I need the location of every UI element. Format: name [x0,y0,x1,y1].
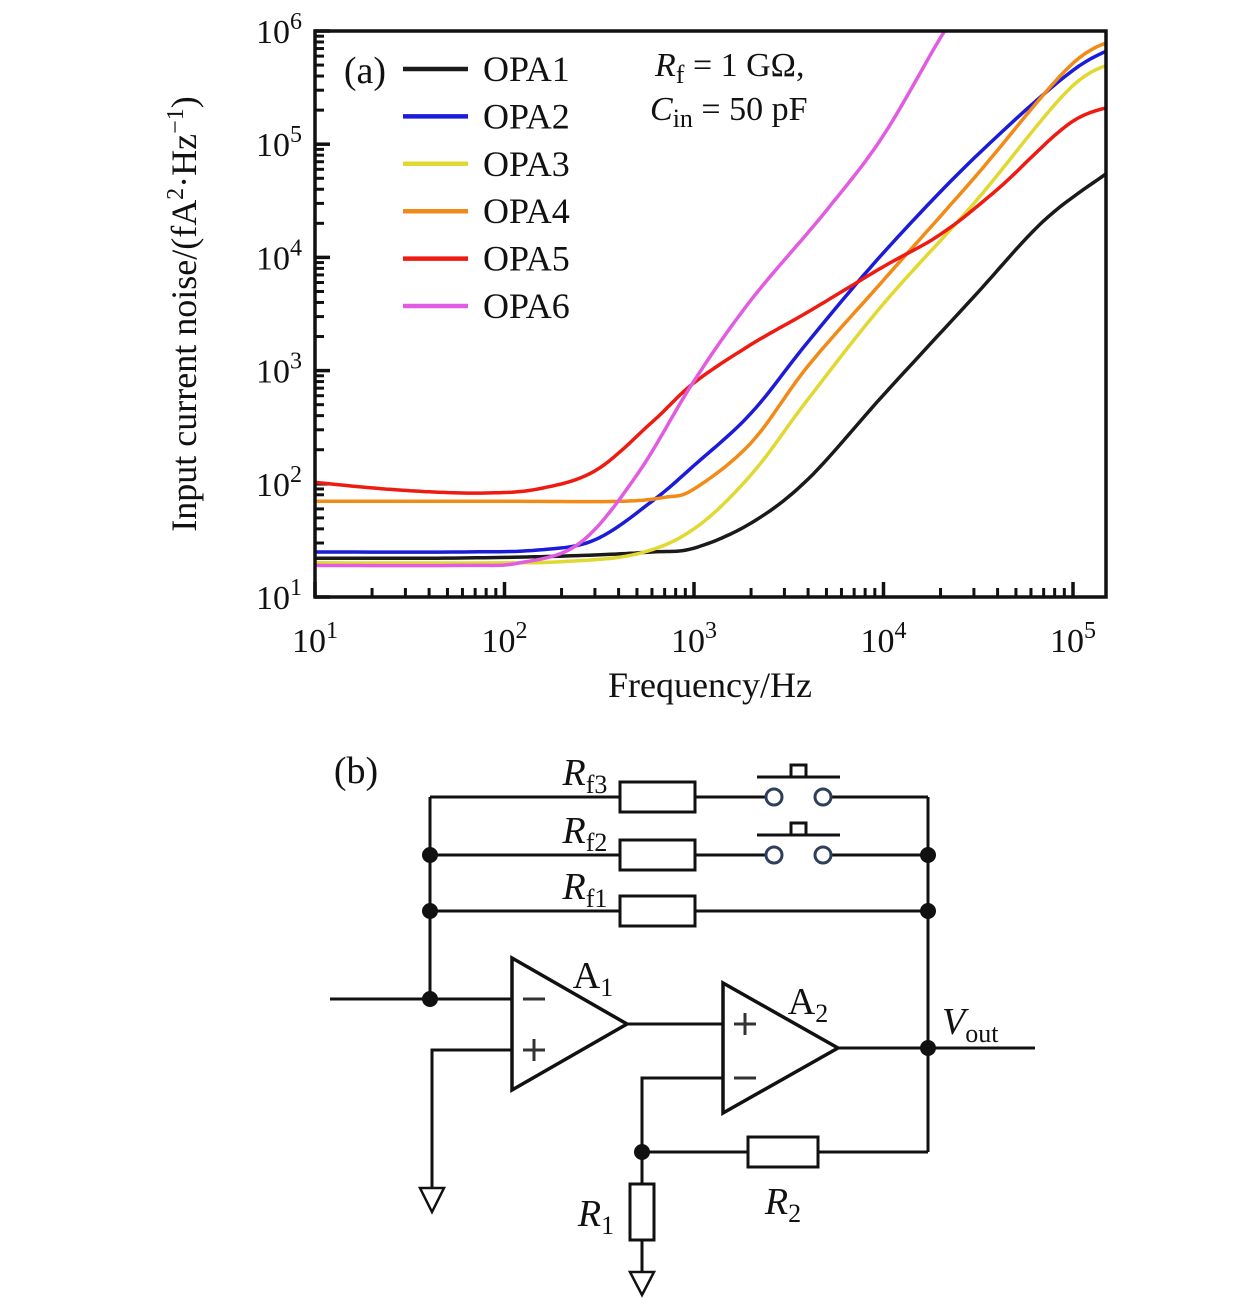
legend-label-opa2: OPA2 [483,96,570,136]
legend-label-opa1: OPA1 [483,49,570,89]
panel-a-label: (a) [344,50,386,92]
x-tick-label: 101 [292,618,338,660]
y-axis-tick-labels: 101 102 103 104 105 106 [256,9,302,617]
panel-b-label: (b) [334,750,378,792]
x-tick-label: 102 [482,618,528,660]
r1-label: R1 [577,1193,614,1240]
legend-label-opa5: OPA5 [483,239,570,279]
x-axis-title: Frequency/Hz [608,665,812,705]
legend-label-opa3: OPA3 [483,144,570,184]
a2-minus-wire [640,1076,723,1152]
junction-left-rf2 [422,847,438,863]
x-axis-ticks [313,582,1075,597]
curve-opa2 [315,49,1106,554]
junction-left-rf1 [422,903,438,919]
x-tick-label: 104 [861,618,907,660]
x-axis-tick-labels: 101 102 103 104 105 [292,618,1096,660]
sw3-button [789,763,808,779]
rf2-resistor [618,838,697,872]
ground-icon-r1 [627,1270,657,1298]
legend-label-opa6: OPA6 [483,286,570,326]
plot-legend: OPA1 OPA2 OPA3 OPA4 OPA5 OPA6 [403,49,570,326]
noise-curves [315,31,1106,568]
circuit-panel: (b) Rf3 Rf2 Rf1 [330,750,1035,1298]
y-axis-ticks [315,29,330,599]
rf3-resistor [618,780,697,814]
switch-sw2 [757,821,840,865]
curve-opa4 [315,41,1106,504]
ground-icon-a1 [417,1186,447,1215]
sw3-contact-left [764,787,784,807]
curve-opa1 [315,171,1106,561]
a1-plus-wire [430,1048,512,1188]
junction-right-rf1 [920,903,936,919]
legend-label-opa4: OPA4 [483,191,570,231]
a1-label: A1 [573,955,613,1002]
sw2-contact-left [764,845,784,865]
rf1-label: Rf1 [562,866,608,913]
y-tick-label: 102 [256,462,302,504]
r2-resistor [746,1135,820,1169]
sw2-contact-right [813,845,833,865]
opamp-a1 [510,954,631,1094]
y-tick-label: 105 [256,122,302,164]
rf1-resistor [618,894,697,928]
curve-opa3 [315,63,1106,565]
annotation-rf: Rf = 1 GΩ, [654,47,804,89]
y-tick-label: 103 [256,349,302,391]
sw3-contact-right [813,787,833,807]
opamp-a2 [721,980,842,1116]
a2-label: A2 [788,981,828,1028]
r1-resistor [628,1182,656,1242]
rf2-label: Rf2 [562,810,608,857]
y-tick-label: 106 [256,9,302,51]
sw2-button [789,821,808,837]
curve-opa6 [315,31,947,568]
x-tick-label: 103 [671,618,717,660]
y-axis-title: Input current noise/(fA2·Hz−1) [163,96,204,531]
x-tick-label: 105 [1050,618,1096,660]
rf3-label: Rf3 [562,752,608,799]
junction-right-rf2 [920,847,936,863]
r2-label: R2 [764,1181,801,1228]
switch-sw3 [757,763,840,807]
y-tick-label: 104 [256,235,302,277]
annotation-cin: Cin = 50 pF [650,91,808,133]
y-tick-label: 101 [256,575,302,617]
vout-label: Vout [942,1001,999,1048]
plot-frame [313,29,1108,599]
